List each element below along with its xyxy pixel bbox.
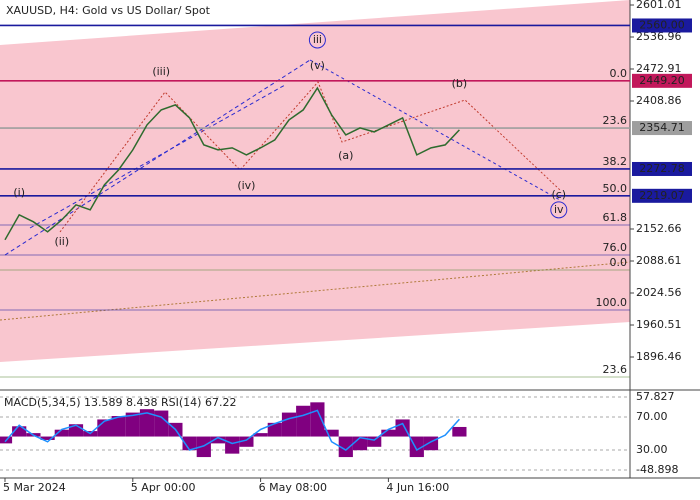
rsi-line xyxy=(4,409,460,452)
y-tick-label: -48.898 xyxy=(636,463,678,476)
fib-label: 38.2 xyxy=(603,155,628,168)
y-tick-label: 2601.01 xyxy=(636,0,682,11)
x-tick-label: 5 Mar 2024 xyxy=(3,481,66,494)
macd-bar xyxy=(196,436,211,458)
level-label: 2560.00 xyxy=(639,18,685,31)
wave-label: iv xyxy=(554,203,564,216)
macd-bar xyxy=(324,429,339,437)
macd-bar xyxy=(395,419,410,437)
wave-label: (a) xyxy=(338,149,353,162)
wave-circle xyxy=(550,201,568,219)
wave-circle xyxy=(308,31,326,49)
macd-bar xyxy=(40,436,55,440)
macd-bar xyxy=(139,409,155,437)
level-label-box xyxy=(632,188,692,203)
x-tick-label: 4 Jun 16:00 xyxy=(386,481,449,494)
level-label-box xyxy=(632,161,692,176)
macd-bar xyxy=(210,436,226,444)
wave-label: (b) xyxy=(452,77,468,90)
fib-label: 50.0 xyxy=(603,182,628,195)
x-tick-label: 6 May 08:00 xyxy=(259,481,327,494)
y-tick-label: 2088.61 xyxy=(636,254,682,267)
macd-bar xyxy=(54,429,69,437)
wave-label: (ii) xyxy=(54,235,69,248)
macd-bar xyxy=(310,402,325,437)
macd-bar xyxy=(296,405,311,437)
macd-bar xyxy=(367,436,382,447)
wave-label: (i) xyxy=(13,186,25,199)
macd-bar xyxy=(225,436,240,454)
x-tick-label: 5 Apr 00:00 xyxy=(131,481,196,494)
wave-line xyxy=(59,81,561,233)
level-label-box xyxy=(632,73,692,88)
y-tick-label: 1960.51 xyxy=(636,318,682,331)
macd-bar xyxy=(452,426,467,437)
trend-channel xyxy=(0,0,630,362)
y-tick-label: 2536.96 xyxy=(636,30,682,43)
price-line xyxy=(4,86,460,241)
fib-label: 23.6 xyxy=(603,363,628,376)
fib-label: 76.0 xyxy=(603,241,628,254)
wave-label: (v) xyxy=(310,59,325,72)
macd-bar xyxy=(182,436,197,451)
y2-tick-label: 70.00 xyxy=(636,410,668,423)
wave-label: (c) xyxy=(551,188,566,201)
macd-bar xyxy=(423,436,439,451)
fib-label: 23.6 xyxy=(603,114,628,127)
indicator-title: MACD(5,34,5) 13.589 8.438 RSI(14) 67.22 xyxy=(4,396,236,409)
y-tick-label: 2152.66 xyxy=(636,222,682,235)
y2-tick-label: 30.00 xyxy=(636,443,668,456)
wave-label: iii xyxy=(313,33,322,46)
macd-bar xyxy=(381,429,396,437)
macd-bar xyxy=(338,436,353,458)
wave-line xyxy=(4,59,311,256)
y-tick-label: 2408.86 xyxy=(636,94,682,107)
level-label: 2354.71 xyxy=(639,121,685,134)
fib-label: 100.0 xyxy=(596,296,628,309)
fib-label: 61.8 xyxy=(603,211,628,224)
wave-label: (iv) xyxy=(237,179,255,192)
macd-bar xyxy=(409,436,424,458)
fib-label: 0.0 xyxy=(610,256,628,269)
level-label: 2272.78 xyxy=(639,162,685,175)
y-tick-label: 1896.46 xyxy=(636,350,682,363)
level-label-box xyxy=(632,121,692,136)
y-tick-label: 2472.91 xyxy=(636,62,682,75)
macd-bar xyxy=(267,422,282,437)
level-label: 2449.20 xyxy=(639,74,685,87)
macd-bar xyxy=(111,416,126,437)
level-label-box xyxy=(632,18,692,33)
wave-label: (iii) xyxy=(152,65,170,78)
chart-title: XAUUSD, H4: Gold vs US Dollar/ Spot xyxy=(6,4,211,17)
y-tick-label: 57.827 xyxy=(636,390,675,403)
macd-bar xyxy=(12,426,27,437)
macd-bar xyxy=(281,412,297,437)
macd-bar xyxy=(239,436,254,447)
fib-label: 0.0 xyxy=(610,67,628,80)
macd-bar xyxy=(125,412,140,437)
macd-bar xyxy=(253,433,268,437)
y-tick-label: 2024.56 xyxy=(636,286,682,299)
macd-bar xyxy=(154,410,169,437)
level-label: 2219.07 xyxy=(639,189,685,202)
